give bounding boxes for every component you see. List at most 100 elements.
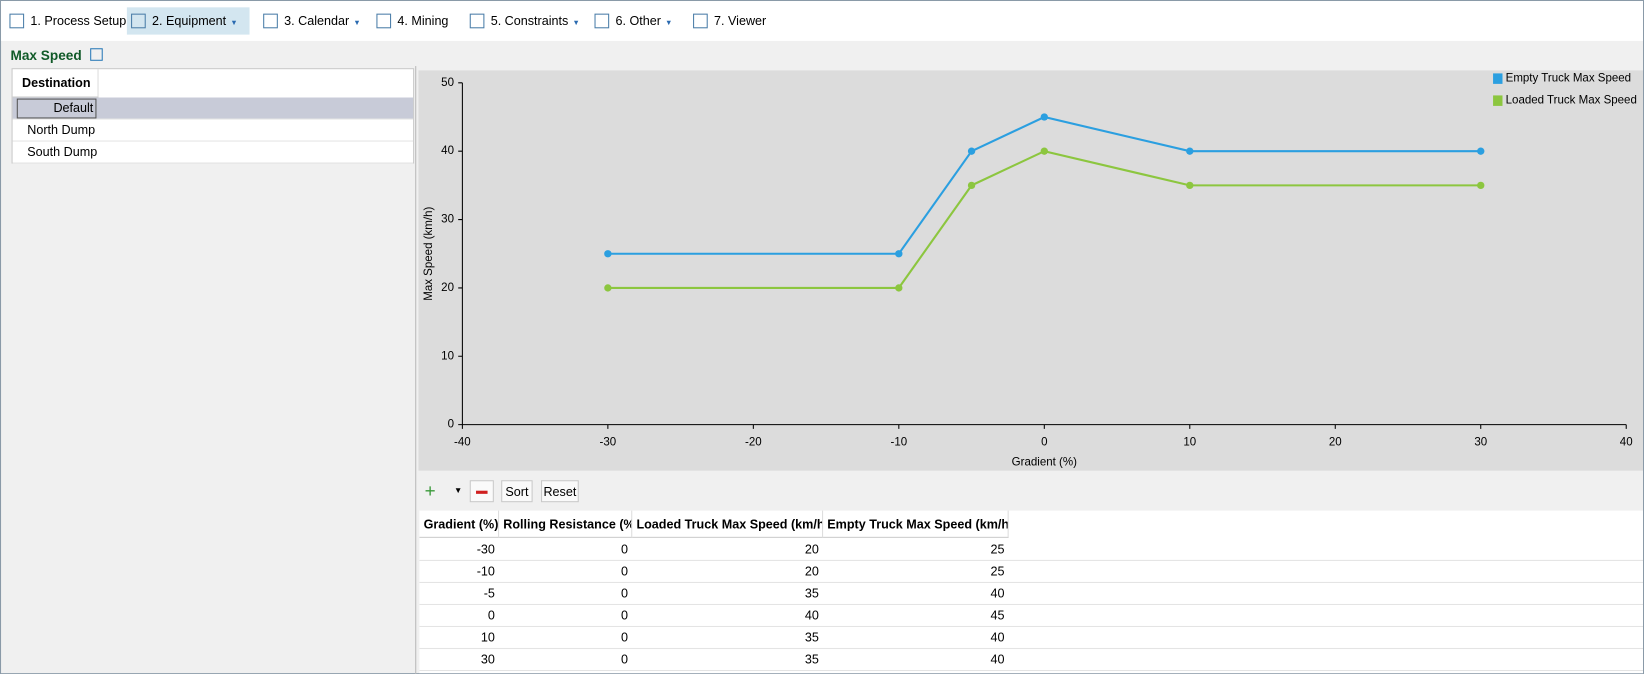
row-divider (419, 647, 1643, 650)
data-point (967, 181, 976, 190)
data-point (604, 284, 612, 292)
column-header[interactable]: Rolling Resistance (%) (499, 510, 633, 538)
data-point (1477, 181, 1485, 190)
toolbar-icon (9, 13, 25, 29)
toolbar-item[interactable]: 1. Process Setup▼ (5, 7, 138, 34)
table-cell[interactable]: 0 (621, 586, 629, 601)
x-axis-label: Gradient (%) (1012, 456, 1077, 468)
table-cell[interactable]: 0 (621, 630, 629, 645)
destination-row[interactable]: South Dump (12, 142, 414, 164)
destination-header: Destination (12, 69, 99, 98)
table-button[interactable]: Sort (501, 480, 533, 503)
column-header[interactable]: Gradient (%) (419, 510, 500, 538)
series-line (607, 150, 1481, 289)
plot-background (418, 70, 1643, 471)
toolbar-icon (469, 13, 485, 29)
column-header[interactable]: Empty Truck Max Speed (km/h) (823, 510, 1009, 538)
table-cell[interactable]: 25 (990, 542, 1005, 557)
remove-row-button[interactable] (469, 480, 494, 503)
y-axis-label: Max Speed (km/h) (423, 207, 435, 301)
toolbar-label: 2. Equipment (152, 13, 227, 29)
table-cell[interactable]: 35 (804, 586, 819, 601)
table-cell[interactable]: 10 (480, 630, 495, 645)
add-row-button[interactable]: + (424, 480, 436, 502)
dropdown-arrow: ▼ (353, 19, 361, 28)
table-cell[interactable]: 25 (990, 564, 1005, 579)
row-divider (419, 581, 1643, 583)
data-point (1186, 147, 1194, 155)
table-cell[interactable]: -30 (476, 542, 495, 557)
row-divider (419, 603, 1643, 605)
toolbar-item[interactable]: 7. Viewer (689, 7, 773, 34)
table-cell[interactable]: 40 (990, 630, 1005, 645)
table-cell[interactable]: -5 (483, 586, 495, 601)
destination-row[interactable]: North Dump (12, 120, 414, 142)
x-tick-label: 10 (1183, 437, 1196, 449)
toolbar-label: 4. Mining (397, 13, 449, 29)
chart: 0 10 20 30 40 50 -40 -30 -20 -10 0 10 20 30 40 Gradient… (418, 70, 1643, 471)
destination-row[interactable]: Default (12, 97, 414, 120)
table-cell[interactable]: -10 (476, 564, 495, 579)
y-tick-label: 0 (448, 419, 454, 431)
x-tick-label: 30 (1474, 437, 1487, 449)
dropdown-arrow: ▼ (665, 19, 673, 28)
x-tick-label: 40 (1620, 437, 1633, 449)
series-line (607, 115, 1481, 255)
row-divider (419, 559, 1643, 561)
toolbar-label: 5. Constraints (490, 13, 569, 29)
data-point (604, 250, 612, 258)
table-cell[interactable]: 40 (804, 608, 819, 623)
y-tick-label: 20 (441, 282, 454, 294)
toolbar-icon (594, 13, 610, 29)
x-tick-label: -30 (600, 437, 617, 449)
table-cell[interactable]: 0 (621, 564, 629, 579)
y-tick-label: 10 (441, 350, 454, 362)
table-cell[interactable]: 0 (487, 608, 495, 623)
x-tick-label: -10 (890, 437, 907, 449)
toolbar-label: 7. Viewer (714, 13, 767, 29)
table-cell[interactable]: 45 (990, 608, 1005, 623)
toolbar-item[interactable]: 4. Mining (372, 7, 456, 34)
data-point (1477, 147, 1485, 155)
toolbar-item[interactable]: 6. Other ▼ (590, 7, 680, 34)
toolbar-item[interactable]: 5. Constraints ▼ (466, 7, 580, 34)
table-cell[interactable]: 0 (621, 542, 629, 557)
legend-swatch (1493, 95, 1503, 106)
left-panel: Destination Default North Dump South Dump (1, 66, 417, 674)
add-dropdown[interactable]: ▼ (454, 485, 463, 495)
toolbar: 1. Process Setup▼2. Equipment▼3. Calenda… (1, 1, 1643, 41)
table-cell[interactable]: 0 (621, 652, 629, 667)
row-divider (419, 669, 1643, 672)
table-cell[interactable]: 40 (990, 586, 1005, 601)
column-header[interactable]: Loaded Truck Max Speed (km/h) (632, 510, 824, 538)
dropdown-arrow: ▼ (572, 19, 580, 28)
toolbar-label: 1. Process Setup (30, 13, 127, 29)
table-cell[interactable]: 20 (804, 542, 819, 557)
popout-icon[interactable] (90, 48, 103, 61)
toolbar-label: 6. Other (615, 13, 661, 29)
x-tick-label: -40 (454, 437, 471, 449)
data-table: Gradient (%) Rolling Resistance (%) Loaded… (419, 510, 1643, 674)
destination-name: South Dump (27, 144, 98, 160)
legend-label: Loaded Truck Max Speed (1506, 95, 1637, 107)
row-divider (419, 625, 1643, 628)
table-cell[interactable]: 30 (480, 652, 495, 667)
table-cell[interactable]: 35 (804, 630, 819, 645)
toolbar-item[interactable]: 3. Calendar ▼ (259, 7, 361, 34)
legend-swatch (1493, 73, 1503, 84)
y-tick-label: 30 (441, 214, 454, 226)
toolbar-item[interactable]: 2. Equipment ▼ (126, 7, 250, 35)
table-cell[interactable]: 35 (804, 652, 819, 667)
toolbar-icon (131, 13, 146, 29)
toolbar-icon (693, 13, 708, 29)
table-cell[interactable]: 40 (990, 652, 1005, 667)
table-button[interactable]: Reset (541, 480, 579, 503)
y-tick-label: 40 (441, 145, 454, 157)
table-cell[interactable]: 0 (621, 608, 629, 623)
destination-name: North Dump (27, 122, 96, 138)
data-point (895, 284, 903, 292)
table-cell[interactable]: 20 (804, 564, 819, 579)
data-point (967, 147, 976, 155)
destination-table: Destination Default North Dump South Dump (11, 68, 415, 164)
